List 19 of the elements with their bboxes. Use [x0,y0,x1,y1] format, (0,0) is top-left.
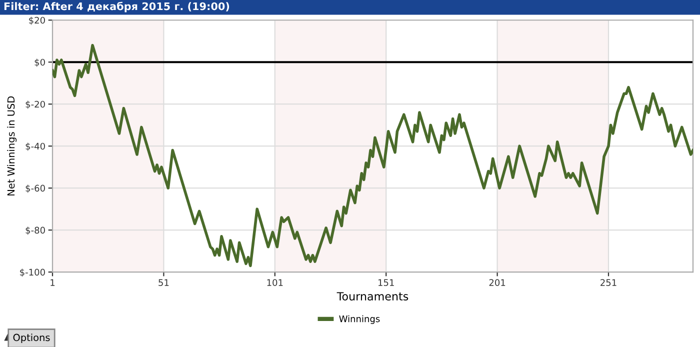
y-tick-label: $-40 [26,142,45,151]
y-tick-label: $-80 [26,226,45,235]
x-tick-label: 201 [489,279,506,286]
x-tick-label: 51 [158,279,169,286]
x-tick-label: 101 [267,279,283,286]
y-tick-label: $0 [34,58,45,67]
legend-label: Winnings [339,315,380,324]
y-axis-title: Net Winnings in USD [7,96,17,196]
y-tick-label: $-100 [20,268,45,277]
x-tick-label: 151 [378,279,394,286]
line-series [52,44,693,268]
y-tick-label: $-20 [26,100,45,109]
x-axis-title: Tournaments [336,292,408,300]
text: Options [13,334,50,344]
y-tick-label: $-60 [26,184,45,193]
y-tick-label: $20 [29,16,45,25]
x-tick-label: 251 [600,279,616,286]
chart-title: Filter: After 4 декабря 2015 г. (19:00) [4,2,230,12]
x-tick-label: 1 [50,279,55,286]
